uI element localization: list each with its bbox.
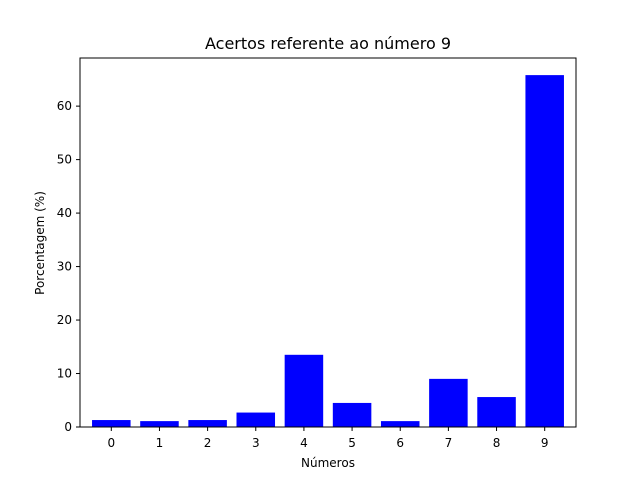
bar-2 <box>188 420 227 427</box>
y-tick-label-10: 10 <box>57 367 72 381</box>
y-tick-label-30: 30 <box>57 260 72 274</box>
bars-group <box>92 75 564 428</box>
x-tick-label-3: 3 <box>252 436 260 450</box>
x-tick-label-8: 8 <box>493 436 501 450</box>
x-tick-label-2: 2 <box>204 436 212 450</box>
y-tick-label-40: 40 <box>57 206 72 220</box>
bar-5 <box>332 402 372 427</box>
bar-3 <box>236 412 276 427</box>
x-tick-label-5: 5 <box>348 436 356 450</box>
bar-7 <box>429 378 468 427</box>
chart-title: Acertos referente ao número 9 <box>205 34 451 53</box>
x-tick-label-9: 9 <box>541 436 549 450</box>
bar-6 <box>380 421 420 427</box>
axes-frame <box>79 57 577 428</box>
y-tick-label-0: 0 <box>64 420 72 434</box>
y-tick-label-50: 50 <box>57 153 72 167</box>
x-tick-label-7: 7 <box>445 436 453 450</box>
y-ticks-group: 0 10 20 30 40 50 60 <box>57 99 80 434</box>
x-axis-label: Números <box>301 456 355 470</box>
x-tick-label-1: 1 <box>156 436 164 450</box>
bar-8 <box>477 397 516 427</box>
bar-0 <box>92 420 131 427</box>
bar-1 <box>140 421 179 427</box>
x-tick-label-6: 6 <box>396 436 404 450</box>
x-tick-label-0: 0 <box>107 436 115 450</box>
y-axis-label: Porcentagem (%) <box>33 191 47 295</box>
x-ticks-group: 0 1 2 3 4 5 6 7 8 9 <box>107 427 549 450</box>
y-tick-label-60: 60 <box>57 99 72 113</box>
bar-9 <box>525 75 564 428</box>
y-tick-label-20: 20 <box>57 313 72 327</box>
bar-4 <box>284 354 324 427</box>
x-tick-label-4: 4 <box>300 436 308 450</box>
